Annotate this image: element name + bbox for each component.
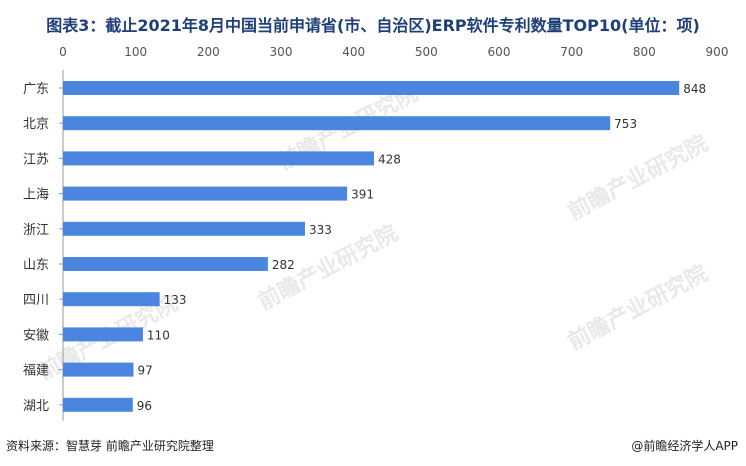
x-tick-label: 0 — [59, 45, 67, 59]
x-tick-label: 600 — [488, 45, 511, 59]
category-label: 江苏 — [23, 151, 49, 167]
bar — [63, 327, 143, 342]
x-tick-label: 200 — [197, 45, 220, 59]
data-label: 133 — [164, 293, 187, 307]
bar — [63, 397, 133, 412]
bar — [63, 116, 611, 131]
category-label: 广东 — [23, 82, 49, 97]
data-label: 110 — [147, 328, 170, 342]
category-label: 四川 — [23, 293, 49, 308]
bar — [63, 257, 268, 271]
x-tick-label: 900 — [706, 45, 729, 59]
data-label: 848 — [683, 82, 706, 96]
data-label: 428 — [378, 152, 401, 166]
bar — [63, 362, 134, 377]
bar — [63, 221, 305, 236]
category-label: 北京 — [23, 117, 49, 132]
data-label: 282 — [272, 258, 295, 272]
category-label: 浙江 — [23, 223, 49, 238]
category-label: 湖北 — [23, 399, 49, 414]
data-label: 753 — [614, 117, 637, 131]
category-label: 安徽 — [23, 328, 49, 343]
x-tick-label: 300 — [270, 45, 293, 59]
bar — [63, 292, 160, 307]
data-label: 96 — [137, 399, 152, 413]
x-tick-label: 500 — [415, 45, 438, 59]
bar — [63, 186, 348, 201]
credit-note: @前瞻经济学人APP — [631, 439, 738, 453]
category-label: 山东 — [23, 258, 49, 273]
category-label: 福建 — [23, 364, 49, 379]
data-label: 97 — [137, 364, 152, 378]
x-tick-label: 700 — [560, 45, 583, 59]
bar — [63, 81, 680, 95]
source-note: 资料来源：智慧芽 前瞻产业研究院整理 — [6, 439, 214, 453]
x-tick-label: 100 — [124, 45, 147, 59]
data-label: 391 — [351, 188, 374, 202]
chart-title: 图表3：截止2021年8月中国当前申请省(市、自治区)ERP软件专利数量TOP1… — [46, 16, 700, 35]
x-tick-label: 400 — [342, 45, 365, 59]
data-label: 333 — [309, 223, 332, 237]
category-label: 上海 — [23, 188, 49, 203]
x-tick-label: 800 — [633, 45, 656, 59]
bar — [63, 151, 375, 166]
